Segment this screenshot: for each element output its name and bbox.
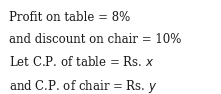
Text: Profit on table = 8%: Profit on table = 8% (9, 11, 130, 24)
Text: and C.P. of chair = Rs. $\mathit{y}$: and C.P. of chair = Rs. $\mathit{y}$ (9, 78, 157, 94)
Text: and discount on chair = 10%: and discount on chair = 10% (9, 33, 181, 46)
Text: Let C.P. of table = Rs. $\mathit{x}$: Let C.P. of table = Rs. $\mathit{x}$ (9, 55, 154, 69)
